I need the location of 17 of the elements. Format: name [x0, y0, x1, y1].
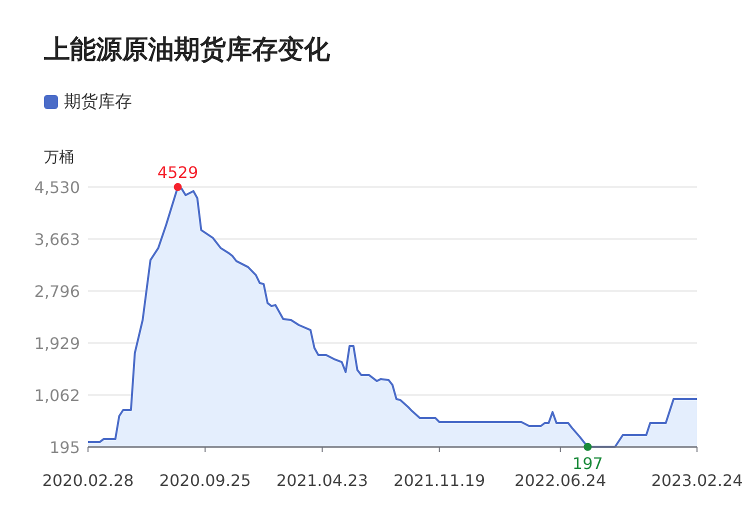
legend-label: 期货库存	[64, 92, 132, 112]
annotation: 197	[572, 454, 603, 473]
y-tick-label: 195	[49, 438, 80, 457]
y-tick-label: 2,796	[34, 282, 80, 301]
y-axis-title: 万桶	[44, 148, 74, 166]
y-tick-label: 1,062	[34, 386, 80, 405]
y-tick-label: 1,929	[34, 334, 80, 353]
y-tick-label: 3,663	[34, 230, 80, 249]
chart-title: 上能源原油期货库存变化	[43, 35, 331, 65]
y-tick-label: 4,530	[34, 178, 80, 197]
x-tick-label: 2023.02.24	[651, 471, 743, 490]
annotation: 4529	[157, 163, 198, 182]
x-tick-label: 2022.06.24	[514, 471, 606, 490]
x-tick-label: 2021.11.19	[394, 471, 486, 490]
x-tick-label: 2021.04.23	[276, 471, 368, 490]
x-tick-label: 2020.09.25	[159, 471, 251, 490]
x-tick-label: 2020.02.28	[42, 471, 134, 490]
